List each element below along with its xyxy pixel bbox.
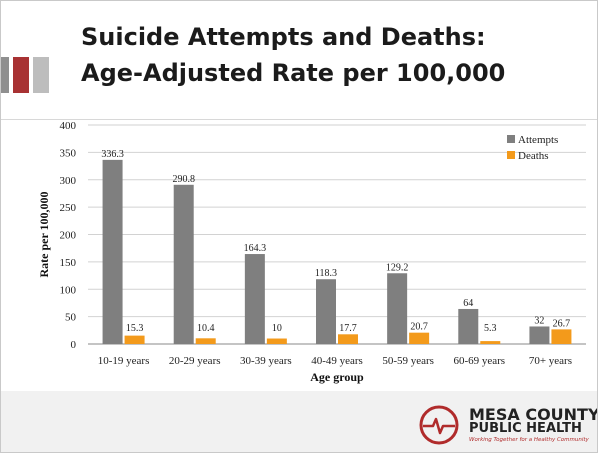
logo-mark-icon [419, 405, 459, 445]
bar-attempts [244, 254, 265, 344]
legend-swatch [507, 151, 515, 159]
data-label-attempts: 118.3 [315, 268, 337, 279]
y-tick-label: 200 [60, 230, 77, 242]
bar-chart: 0 50 100 150 200 250 300 350 400 336.3 15.3 10-19 y… [37, 120, 586, 384]
data-label-attempts: 336.3 [101, 149, 124, 160]
legend-label: Deaths [518, 150, 549, 162]
data-label-deaths: 5.3 [484, 323, 497, 334]
x-tick-label: 10-19 years [98, 355, 150, 367]
slide-title-line1: Suicide Attempts and Deaths: [81, 23, 486, 51]
bar-attempts [387, 273, 408, 344]
x-tick-label: 70+ years [529, 355, 572, 367]
bar-deaths [409, 332, 430, 344]
data-label-deaths: 17.7 [339, 323, 357, 334]
y-tick-label: 0 [71, 339, 77, 351]
bar-attempts [316, 279, 336, 344]
accent-bar-gray [1, 57, 9, 93]
bar-attempts [102, 159, 123, 344]
bar-deaths [124, 335, 145, 344]
title-area: Suicide Attempts and Deaths: Age-Adjuste… [1, 1, 597, 120]
x-tick-label: 30-39 years [240, 355, 292, 367]
data-label-deaths: 10 [272, 323, 282, 334]
legend-swatch [507, 135, 515, 143]
data-label-attempts: 129.2 [386, 262, 409, 273]
accent-bar-red [13, 57, 29, 93]
logo-text-line1: MESA COUNTY [469, 405, 598, 424]
data-label-attempts: 164.3 [244, 243, 267, 254]
y-tick-label: 50 [65, 312, 77, 324]
data-label-deaths: 26.7 [553, 318, 571, 329]
data-label-deaths: 20.7 [410, 322, 428, 333]
y-tick-label: 100 [60, 284, 77, 296]
logo-tagline: Working Together for a Healthy Community [469, 437, 589, 443]
accent-bar-light [33, 57, 49, 93]
bar-deaths [480, 341, 501, 344]
bar-deaths [338, 334, 358, 344]
y-axis-title: Rate per 100,000 [37, 191, 51, 277]
mesa-county-logo: MESA COUNTY PUBLIC HEALTH Working Togeth… [419, 403, 598, 447]
footer-band [1, 391, 597, 452]
y-tick-label: 350 [60, 147, 77, 159]
bar-deaths [195, 338, 216, 344]
legend-label: Attempts [518, 134, 558, 146]
x-tick-label: 60-69 years [453, 355, 505, 367]
x-tick-label: 40-49 years [311, 355, 363, 367]
x-axis-title: Age group [310, 370, 364, 384]
data-label-attempts: 32 [534, 315, 544, 326]
bar-attempts [458, 308, 479, 344]
slide-title-line2: Age-Adjusted Rate per 100,000 [81, 59, 506, 87]
slide-title: Suicide Attempts and Deaths: Age-Adjuste… [81, 19, 591, 91]
y-tick-label: 300 [60, 175, 77, 187]
y-tick-label: 150 [60, 257, 77, 269]
logo-text-line2: PUBLIC HEALTH [469, 421, 582, 436]
data-label-attempts: 64 [463, 298, 473, 309]
data-label-deaths: 15.3 [126, 323, 144, 334]
bar-attempts [173, 184, 194, 344]
x-tick-label: 50-59 years [382, 355, 434, 367]
data-label-attempts: 290.8 [172, 174, 195, 185]
bar-attempts [529, 326, 550, 344]
y-tick-label: 250 [60, 202, 77, 214]
bar-deaths [266, 338, 287, 344]
data-label-deaths: 10.4 [197, 323, 215, 334]
bar-deaths [551, 329, 572, 344]
y-tick-label: 400 [60, 120, 77, 132]
x-tick-label: 20-29 years [169, 355, 221, 367]
